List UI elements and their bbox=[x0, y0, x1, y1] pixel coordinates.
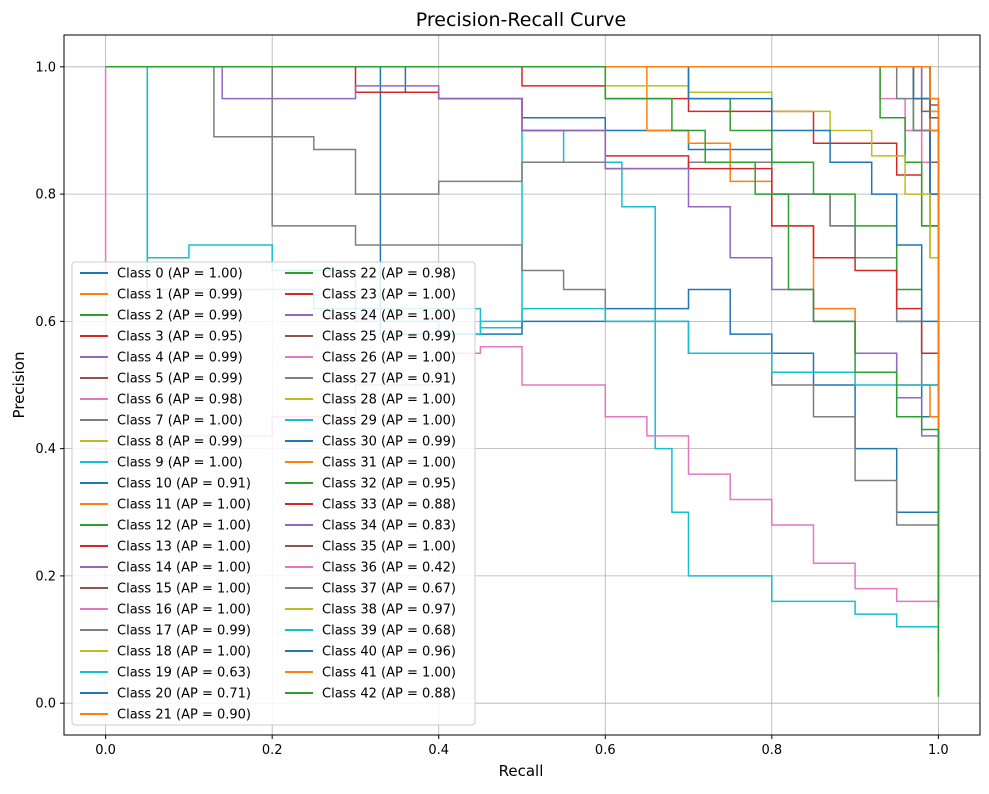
legend-entry: Class 4 (AP = 0.99) bbox=[117, 351, 243, 366]
legend-entry: Class 31 (AP = 1.00) bbox=[322, 456, 456, 471]
legend-entry: Class 30 (AP = 0.99) bbox=[322, 435, 456, 450]
legend-entry: Class 9 (AP = 1.00) bbox=[117, 456, 243, 471]
legend-entry: Class 29 (AP = 1.00) bbox=[322, 414, 456, 429]
legend-entry: Class 39 (AP = 0.68) bbox=[322, 624, 456, 639]
legend-entry: Class 0 (AP = 1.00) bbox=[117, 267, 243, 282]
legend-entry: Class 41 (AP = 1.00) bbox=[322, 666, 456, 681]
legend-entry: Class 42 (AP = 0.88) bbox=[322, 687, 456, 702]
legend-entry: Class 38 (AP = 0.97) bbox=[322, 603, 456, 618]
legend-entry: Class 23 (AP = 1.00) bbox=[322, 288, 456, 303]
legend-entry: Class 6 (AP = 0.98) bbox=[117, 393, 243, 408]
legend-entry: Class 16 (AP = 1.00) bbox=[117, 603, 251, 618]
legend-entry: Class 25 (AP = 0.99) bbox=[322, 330, 456, 345]
y-axis-label: Precision bbox=[10, 352, 28, 419]
legend-entry: Class 40 (AP = 0.96) bbox=[322, 645, 456, 660]
series-line-class-19 bbox=[105, 66, 940, 653]
legend-entry: Class 32 (AP = 0.95) bbox=[322, 477, 456, 492]
legend-entry: Class 2 (AP = 0.99) bbox=[117, 309, 243, 324]
legend-entry: Class 21 (AP = 0.90) bbox=[117, 708, 251, 723]
x-tick-label: 0.6 bbox=[595, 743, 616, 758]
legend-entry: Class 8 (AP = 0.99) bbox=[117, 435, 243, 450]
x-tick-label: 0.4 bbox=[428, 743, 449, 758]
y-tick-label: 0.4 bbox=[35, 442, 56, 457]
legend-entry: Class 20 (AP = 0.71) bbox=[117, 687, 251, 702]
chart-title: Precision-Recall Curve bbox=[416, 9, 626, 31]
legend-entry: Class 1 (AP = 0.99) bbox=[117, 288, 243, 303]
x-axis-label: Recall bbox=[499, 762, 544, 780]
series-lines bbox=[104, 66, 940, 697]
legend: Class 0 (AP = 1.00) Class 1 (AP = 0.99) Cl… bbox=[71, 261, 476, 726]
legend-entry: Class 27 (AP = 0.91) bbox=[322, 372, 456, 387]
y-tick-label: 0.8 bbox=[35, 188, 56, 203]
legend-entry: Class 5 (AP = 0.99) bbox=[117, 372, 243, 387]
x-tick-label: 0.2 bbox=[262, 743, 283, 758]
series-line-class-42 bbox=[105, 66, 940, 697]
x-tick-label: 0.8 bbox=[761, 743, 782, 758]
legend-entry: Class 35 (AP = 1.00) bbox=[322, 540, 456, 555]
legend-entry: Class 7 (AP = 1.00) bbox=[117, 414, 243, 429]
legend-entry: Class 14 (AP = 1.00) bbox=[117, 561, 251, 576]
x-tick-label: 0.0 bbox=[95, 743, 116, 758]
y-tick-label: 0.0 bbox=[35, 697, 56, 712]
y-tick-label: 0.2 bbox=[35, 569, 56, 584]
legend-entry: Class 19 (AP = 0.63) bbox=[117, 666, 251, 681]
legend-entry: Class 3 (AP = 0.95) bbox=[117, 330, 243, 345]
y-tick-label: 0.6 bbox=[35, 315, 56, 330]
series-line-class-33 bbox=[105, 66, 940, 513]
legend-entry: Class 13 (AP = 1.00) bbox=[117, 540, 251, 555]
legend-entry: Class 37 (AP = 0.67) bbox=[322, 582, 456, 597]
legend-entry: Class 36 (AP = 0.42) bbox=[322, 561, 456, 576]
plot-frame bbox=[63, 34, 981, 736]
legend-entry: Class 22 (AP = 0.98) bbox=[322, 267, 456, 282]
legend-entry: Class 24 (AP = 1.00) bbox=[322, 309, 456, 324]
legend-entry: Class 18 (AP = 1.00) bbox=[117, 645, 251, 660]
series-line-class-40 bbox=[105, 66, 940, 608]
legend-entry: Class 17 (AP = 0.99) bbox=[117, 624, 251, 639]
axis-ticks: 0.0 0.2 0.4 0.6 0.8 1.0 0.0 0.2 0.4 0.6 0.8 1.0 bbox=[35, 60, 948, 758]
legend-entry: Class 28 (AP = 1.00) bbox=[322, 393, 456, 408]
legend-entry: Class 11 (AP = 1.00) bbox=[117, 498, 251, 513]
legend-entry: Class 34 (AP = 0.83) bbox=[322, 519, 456, 534]
series-line-class-41 bbox=[105, 66, 940, 449]
legend-entry: Class 26 (AP = 1.00) bbox=[322, 351, 456, 366]
legend-entry: Class 10 (AP = 0.91) bbox=[117, 477, 251, 492]
x-tick-label: 1.0 bbox=[928, 743, 949, 758]
legend-box bbox=[71, 261, 476, 726]
legend-entry: Class 33 (AP = 0.88) bbox=[322, 498, 456, 513]
legend-entry: Class 15 (AP = 1.00) bbox=[117, 582, 251, 597]
y-tick-label: 1.0 bbox=[35, 60, 56, 75]
legend-entry: Class 12 (AP = 1.00) bbox=[117, 519, 251, 534]
